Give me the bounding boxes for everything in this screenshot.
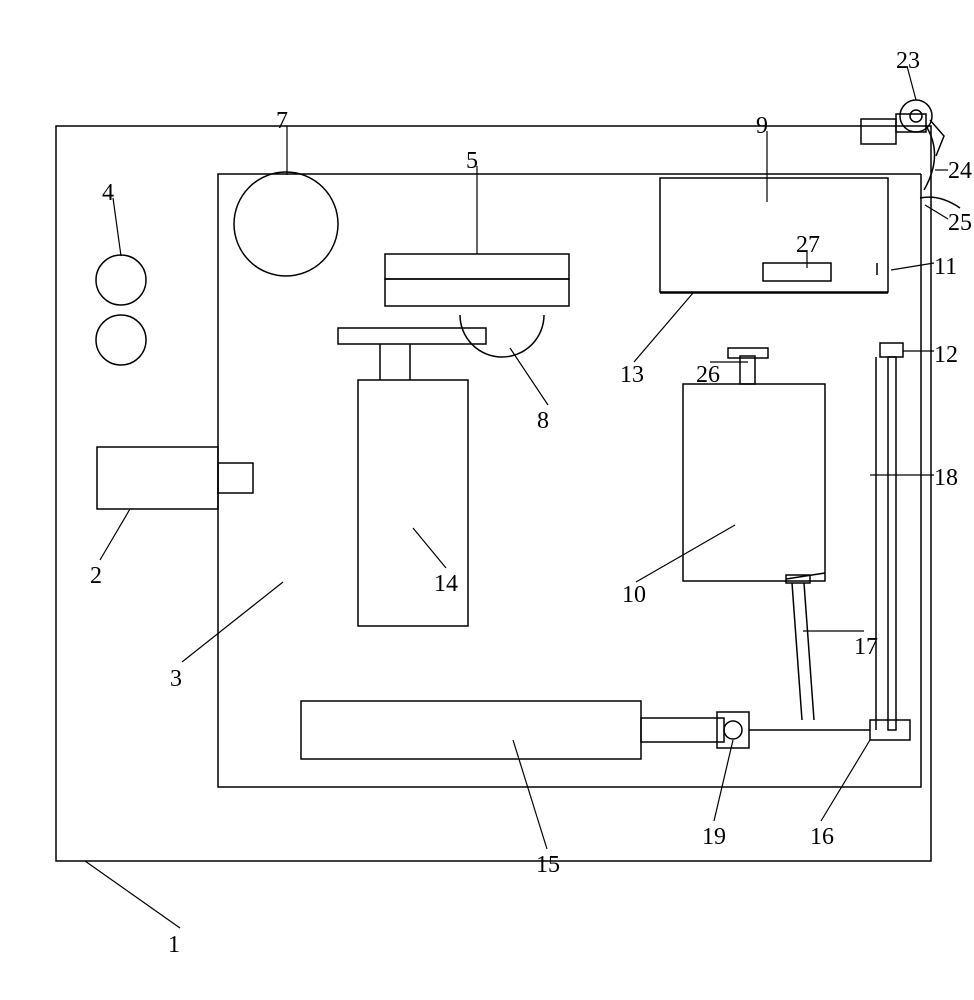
- callout-label-12: 12: [934, 342, 958, 369]
- callout-label-26: 26: [696, 362, 720, 389]
- callout-label-19: 19: [702, 824, 726, 851]
- callout-label-27: 27: [796, 232, 820, 259]
- callout-label-24: 24: [948, 158, 972, 185]
- callout-label-25: 25: [948, 210, 972, 237]
- callout-label-17: 17: [854, 634, 878, 661]
- callout-label-11: 11: [934, 254, 957, 281]
- callout-label-8: 8: [537, 408, 549, 435]
- callout-label-7: 7: [276, 108, 288, 135]
- callout-label-3: 3: [170, 666, 182, 693]
- callout-label-1: 1: [168, 932, 180, 959]
- callout-label-23: 23: [896, 48, 920, 75]
- callout-label-13: 13: [620, 362, 644, 389]
- callout-label-4: 4: [102, 180, 114, 207]
- callout-label-5: 5: [466, 148, 478, 175]
- callout-label-9: 9: [756, 113, 768, 140]
- callout-label-14: 14: [434, 571, 458, 598]
- callout-label-10: 10: [622, 582, 646, 609]
- callout-label-16: 16: [810, 824, 834, 851]
- callout-label-2: 2: [90, 563, 102, 590]
- callout-label-15: 15: [536, 852, 560, 879]
- callout-label-18: 18: [934, 465, 958, 492]
